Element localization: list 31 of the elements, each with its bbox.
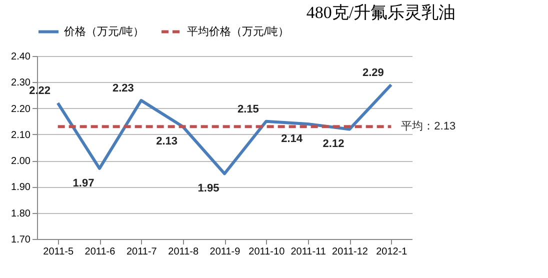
data-label: 2.22 [29,85,51,98]
data-label: 2.15 [237,103,259,116]
y-tick-label: 2.20 [11,104,31,115]
data-label: 1.95 [198,182,220,195]
x-tick-label: 2011-6 [84,246,116,258]
data-label: 1.97 [72,177,94,190]
y-tick-label: 2.10 [11,130,31,141]
data-label: 2.13 [156,136,178,148]
x-tick-label: 2012-1 [376,246,408,258]
x-tick-label: 2011-12 [332,246,368,258]
y-tick-label: 2.40 [11,52,31,62]
y-tick-label: 2.00 [11,156,31,168]
y-tick-label: 1.90 [11,182,31,194]
data-label: 2.14 [281,132,304,145]
y-tick-label: 1.80 [11,208,31,220]
annotation: 平均：2.13 [401,120,456,133]
data-label: 2.29 [362,66,384,79]
legend-label: 平均价格（万元/吨） [187,24,290,38]
legend-label: 价格（万元/吨） [63,24,144,38]
x-tick-label: 2011-7 [126,246,158,258]
x-tick-label: 2011-10 [248,246,286,258]
data-label: 2.23 [112,82,134,94]
x-tick-label: 2011-9 [210,246,241,258]
x-tick-label: 2011-5 [43,246,74,258]
chart-title: 480克/升氟乐灵乳油 [306,3,456,22]
x-tick-label: 2011-11 [290,246,326,258]
y-tick-label: 1.70 [11,234,31,246]
data-label: 2.12 [322,138,344,150]
line-series [56,83,393,176]
x-tick-label: 2011-8 [168,246,199,258]
y-tick-label: 2.30 [11,78,31,89]
